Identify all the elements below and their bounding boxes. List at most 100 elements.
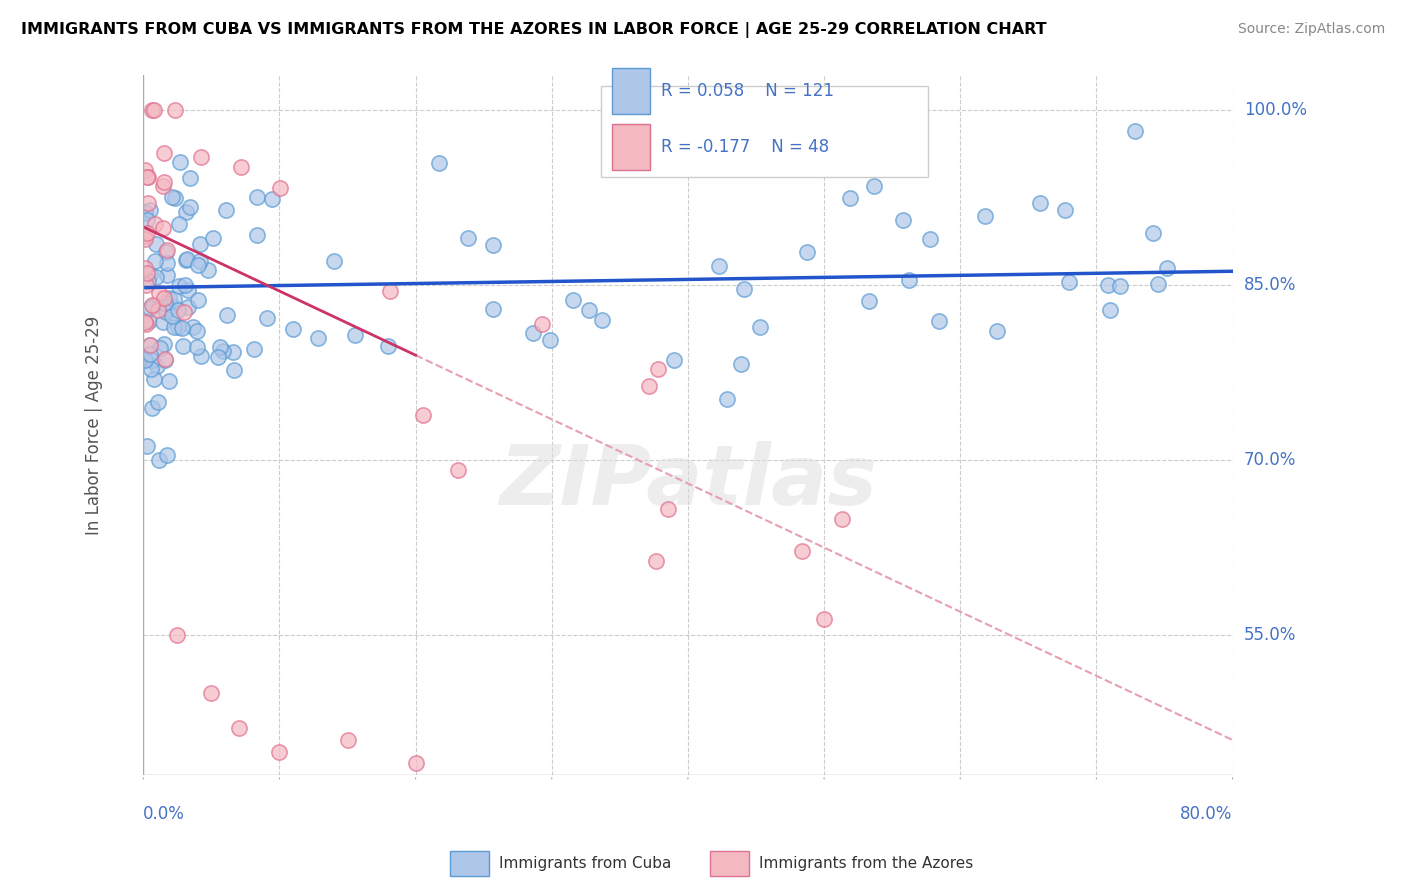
Point (134, 232, 156, 246)
Point (155, 244, 177, 259)
Point (141, 401, 163, 415)
Point (378, 285, 401, 299)
Point (207, 351, 229, 365)
Point (973, 210, 995, 224)
Point (638, 379, 661, 393)
Point (134, 260, 156, 275)
Point (256, 310, 278, 325)
Point (146, 395, 169, 409)
Text: Immigrants from Cuba: Immigrants from Cuba (499, 856, 672, 871)
Point (136, 213, 159, 227)
Point (457, 230, 479, 244)
Point (152, 315, 174, 329)
Text: ZIPatlas: ZIPatlas (499, 441, 877, 522)
Point (145, 237, 167, 252)
Point (246, 190, 269, 204)
Point (149, 341, 172, 355)
Point (898, 273, 921, 287)
Point (169, 154, 191, 169)
Point (716, 392, 738, 407)
Point (148, 285, 170, 300)
Point (172, 339, 194, 353)
Point (163, 292, 186, 306)
Point (176, 300, 198, 314)
Point (187, 258, 209, 272)
Point (222, 363, 245, 377)
Point (591, 312, 613, 326)
Point (174, 205, 197, 219)
FancyBboxPatch shape (600, 86, 928, 177)
Point (377, 339, 399, 353)
Point (139, 202, 162, 217)
Point (838, 190, 860, 204)
Point (246, 228, 269, 243)
Point (153, 296, 176, 310)
Point (143, 103, 166, 118)
Point (136, 195, 159, 210)
Point (138, 314, 160, 328)
Point (412, 409, 434, 423)
Point (796, 244, 818, 259)
Text: In Labor Force | Age 25-29: In Labor Force | Age 25-29 (86, 316, 103, 535)
Point (863, 179, 886, 194)
Bar (612, 124, 650, 169)
Point (197, 263, 219, 277)
Point (173, 305, 195, 319)
Point (733, 283, 755, 297)
Point (170, 320, 193, 334)
Point (1123, 124, 1146, 138)
Point (136, 266, 159, 280)
Point (202, 231, 225, 245)
Point (177, 283, 200, 297)
Point (1053, 202, 1076, 217)
Point (148, 302, 170, 317)
Point (1156, 260, 1178, 275)
Text: 100.0%: 100.0% (1244, 102, 1306, 120)
Point (156, 302, 179, 317)
Point (269, 181, 291, 195)
Point (141, 103, 163, 118)
Point (530, 318, 553, 332)
Point (243, 342, 266, 356)
Point (222, 345, 245, 359)
Point (134, 206, 156, 220)
Point (1029, 196, 1052, 211)
Point (1146, 277, 1168, 291)
Point (138, 267, 160, 281)
Point (138, 338, 160, 352)
Point (212, 344, 235, 359)
Point (155, 256, 177, 270)
Point (307, 331, 329, 345)
Point (134, 352, 156, 367)
Point (482, 238, 505, 252)
Point (209, 340, 232, 354)
Point (891, 212, 914, 227)
Point (228, 721, 250, 735)
Point (174, 278, 197, 293)
Text: 85.0%: 85.0% (1244, 277, 1296, 294)
Point (141, 353, 163, 368)
Bar (612, 69, 650, 114)
Point (169, 217, 191, 231)
Point (343, 327, 366, 342)
Point (540, 333, 562, 347)
Point (217, 308, 239, 322)
Point (152, 179, 174, 194)
Point (1109, 279, 1132, 293)
Point (157, 291, 180, 305)
Point (145, 359, 167, 373)
Point (447, 463, 470, 477)
Point (139, 337, 162, 351)
Point (143, 217, 166, 231)
Point (578, 303, 600, 318)
Point (181, 320, 204, 334)
Point (157, 374, 180, 388)
Point (139, 301, 162, 315)
Point (155, 352, 177, 367)
Point (136, 170, 159, 185)
Point (163, 320, 186, 334)
Point (160, 310, 183, 324)
Text: IMMIGRANTS FROM CUBA VS IMMIGRANTS FROM THE AZORES IN LABOR FORCE | AGE 25-29 CO: IMMIGRANTS FROM CUBA VS IMMIGRANTS FROM … (21, 22, 1046, 38)
Point (135, 226, 157, 240)
Point (657, 502, 679, 516)
